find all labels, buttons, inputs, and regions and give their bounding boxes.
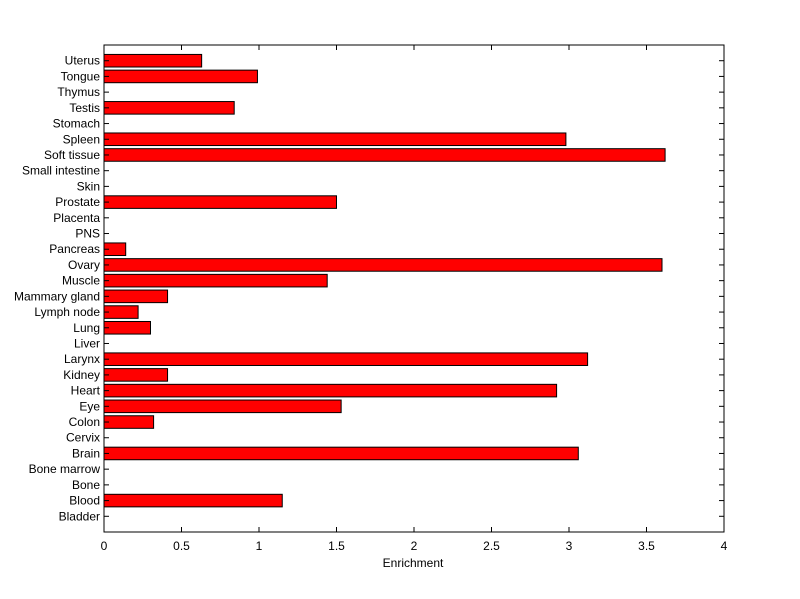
category-label: Heart <box>71 384 101 398</box>
category-label: Larynx <box>64 352 100 366</box>
category-label: Stomach <box>53 117 100 131</box>
x-tick-label: 1 <box>256 539 263 553</box>
category-label: Kidney <box>63 368 100 382</box>
bar-blood <box>103 493 283 508</box>
x-tick-label: 2 <box>411 539 418 553</box>
category-label: Testis <box>69 101 100 115</box>
plot-frame <box>103 44 725 533</box>
category-label: Brain <box>72 446 100 460</box>
category-label: Prostate <box>55 195 100 209</box>
x-axis-label: Enrichment <box>383 556 444 570</box>
bar-mammary-gland <box>103 289 169 304</box>
bar-ovary <box>103 258 663 272</box>
category-label: Liver <box>74 336 100 350</box>
category-label: Skin <box>77 179 100 193</box>
bar-larynx <box>103 352 589 366</box>
bar-testis <box>103 101 235 115</box>
bar-heart <box>103 383 558 398</box>
bar-colon <box>103 415 155 429</box>
category-label: Colon <box>69 415 100 429</box>
bar-lymph-node <box>103 305 139 319</box>
category-label: Ovary <box>68 258 100 272</box>
bar-kidney <box>103 368 169 382</box>
category-label: Blood <box>69 494 100 508</box>
bar-spleen <box>103 132 567 147</box>
category-label: Lymph node <box>34 305 100 319</box>
x-tick-label: 0 <box>101 539 108 553</box>
category-label: Small intestine <box>22 164 100 178</box>
category-label: Eye <box>79 399 100 413</box>
category-label: Lung <box>73 321 100 335</box>
category-label: Uterus <box>65 54 100 68</box>
bar-prostate <box>103 195 337 209</box>
x-tick-label: 3.5 <box>638 539 655 553</box>
bar-brain <box>103 446 579 461</box>
category-label: Pancreas <box>49 242 100 256</box>
bar-soft-tissue <box>103 148 666 162</box>
bar-eye <box>103 399 342 414</box>
category-label: Mammary gland <box>14 289 100 303</box>
category-label: Spleen <box>63 132 100 146</box>
category-label: Bone marrow <box>29 462 101 476</box>
category-label: Soft tissue <box>44 148 100 162</box>
category-label: Thymus <box>57 85 100 99</box>
x-tick-label: 4 <box>721 539 728 553</box>
category-label: Placenta <box>53 211 100 225</box>
x-tick-label: 1.5 <box>328 539 345 553</box>
category-label: Muscle <box>62 274 100 288</box>
x-tick-label: 0.5 <box>173 539 190 553</box>
category-label: Bone <box>72 478 100 492</box>
category-label: PNS <box>75 227 100 241</box>
category-label: Cervix <box>66 431 100 445</box>
bar-muscle <box>103 273 328 288</box>
bar-uterus <box>103 53 203 68</box>
bar-tongue <box>103 69 258 84</box>
x-tick-label: 2.5 <box>483 539 500 553</box>
category-label: Tongue <box>61 69 101 83</box>
category-label: Bladder <box>59 509 100 523</box>
x-tick-label: 3 <box>566 539 573 553</box>
x-tick-labels: 0 0.5 1 1.5 2 2.5 3 3.5 4 <box>101 539 728 553</box>
bar-lung <box>103 320 151 335</box>
